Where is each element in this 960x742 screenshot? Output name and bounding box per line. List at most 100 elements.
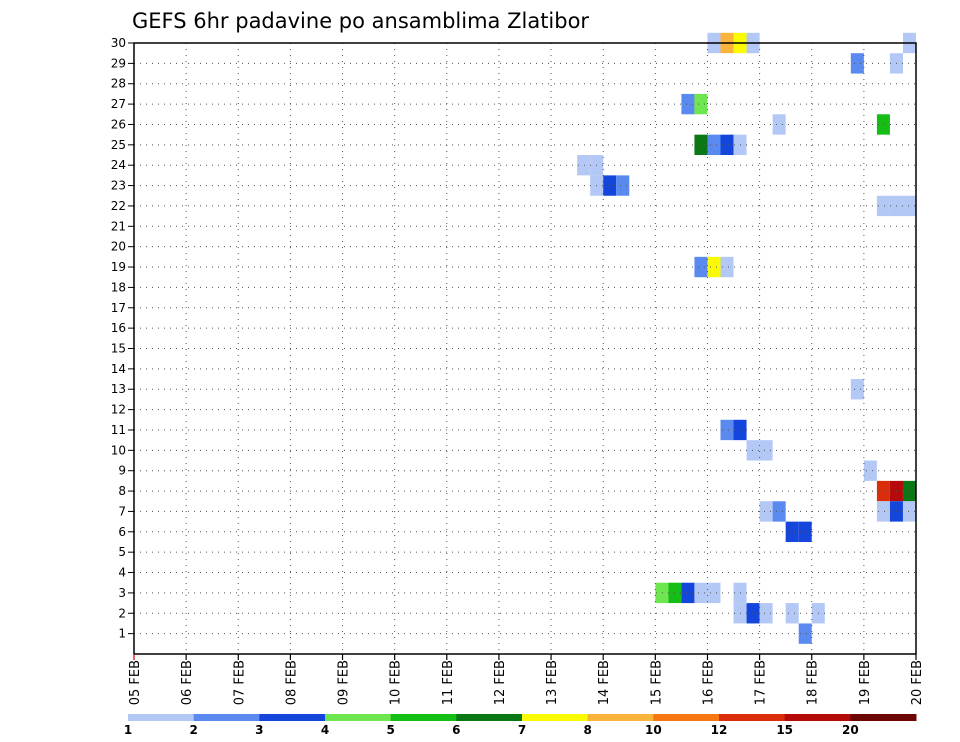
y-tick-label: 5: [118, 545, 126, 559]
y-tick-label: 26: [111, 117, 126, 131]
precip-cell: [694, 134, 708, 156]
y-tick-label: 7: [118, 504, 126, 518]
y-tick-label: 16: [111, 321, 126, 335]
colorbar-swatch: [259, 714, 326, 721]
colorbar-swatch: [456, 714, 523, 721]
y-tick-label: 8: [118, 484, 126, 498]
precip-cell: [876, 114, 890, 135]
x-tick-label: 18 FEB: [806, 660, 821, 705]
colorbar-swatch: [325, 714, 392, 721]
precip-cell: [850, 379, 864, 400]
x-tick-label: 06 FEB: [180, 660, 195, 705]
colorbar-tick-label: 7: [518, 723, 526, 737]
x-tick-label: 15 FEB: [649, 660, 664, 705]
colorbar-tick-label: 5: [386, 723, 394, 737]
precip-cell: [616, 175, 630, 196]
precip-cell: [603, 175, 617, 196]
y-tick-label: 27: [111, 97, 126, 111]
x-tick-label: 05 FEB: [128, 660, 143, 705]
precip-cell: [707, 582, 721, 604]
y-tick-label: 15: [111, 342, 126, 356]
precip-cell: [720, 256, 734, 278]
y-tick-label: 3: [118, 586, 126, 600]
precip-cell: [902, 501, 916, 522]
precip-cell: [681, 582, 695, 604]
colorbar-swatch: [719, 714, 786, 721]
precip-cell: [759, 440, 773, 461]
x-tick-label: 20 FEB: [910, 660, 925, 705]
x-axis: 05 FEB 06 FEB 07 FEB 08 FEB 09 FEB 10 FEB 11 F…: [128, 654, 925, 705]
y-tick-label: 4: [118, 566, 126, 580]
precip-cell: [902, 195, 916, 217]
precip-cell: [850, 53, 864, 74]
colorbar-swatch: [128, 714, 195, 721]
precip-cell: [759, 501, 773, 522]
colorbar-tick-label: 20: [842, 723, 859, 737]
precip-cell: [694, 93, 708, 115]
y-tick-label: 1: [118, 627, 126, 641]
x-tick-label: 10 FEB: [389, 660, 404, 705]
precip-cell: [785, 521, 799, 542]
precip-cell: [863, 460, 877, 481]
y-tick-label: 14: [111, 362, 126, 376]
colorbar-tick-label: 3: [255, 723, 263, 737]
colorbar-swatch: [587, 714, 654, 721]
precip-cell: [772, 114, 786, 135]
precip-cell: [772, 501, 786, 522]
colorbar-tick-label: 10: [645, 723, 662, 737]
chart-title: GEFS 6hr padavine po ansamblima Zlatibor: [132, 9, 589, 33]
precip-cell: [746, 440, 760, 461]
grid-lines: [134, 42, 916, 654]
y-tick-label: 25: [111, 138, 126, 152]
precip-cell: [798, 521, 812, 542]
y-tick-label: 23: [111, 179, 126, 193]
precip-cell: [759, 603, 773, 624]
y-tick-label: 21: [111, 219, 126, 233]
precip-cell: [707, 256, 721, 278]
y-tick-label: 29: [111, 56, 126, 70]
colorbar-tick-label: 2: [189, 723, 197, 737]
colorbar-tick-label: 8: [583, 723, 591, 737]
colorbar-tick-label: 6: [452, 723, 460, 737]
y-axis: 1234567891011121314151617181920212223242…: [111, 36, 134, 641]
precip-cell: [694, 256, 708, 278]
precip-cell: [655, 582, 669, 604]
x-tick-label: 19 FEB: [858, 660, 873, 705]
precip-cell: [798, 623, 812, 644]
y-tick-label: 10: [111, 443, 126, 457]
colorbar: 1 2 3 4 5 6 7 8 10 12 15 20: [124, 714, 917, 737]
colorbar-tick-label: 12: [711, 723, 728, 737]
precip-cell: [694, 582, 708, 604]
precip-cell: [707, 134, 721, 156]
precip-cell: [720, 134, 734, 156]
colorbar-tick-label: 4: [321, 723, 329, 737]
y-tick-label: 20: [111, 240, 126, 254]
y-tick-label: 24: [111, 158, 126, 172]
y-tick-label: 28: [111, 77, 126, 91]
colorbar-swatch: [390, 714, 457, 721]
precip-cell: [577, 155, 591, 176]
colorbar-tick-label: 1: [124, 723, 132, 737]
y-tick-label: 11: [111, 423, 126, 437]
y-tick-label: 30: [111, 36, 126, 50]
colorbar-swatch: [193, 714, 260, 721]
x-tick-label: 12 FEB: [493, 660, 508, 705]
x-tick-label: 11 FEB: [441, 660, 456, 705]
colorbar-swatch: [850, 714, 917, 721]
y-tick-label: 19: [111, 260, 126, 274]
precip-cell: [785, 603, 799, 624]
colorbar-swatch: [784, 714, 851, 721]
x-tick-label: 17 FEB: [754, 660, 769, 705]
x-tick-label: 16 FEB: [701, 660, 716, 705]
precip-cell: [876, 195, 890, 217]
y-tick-label: 13: [111, 382, 126, 396]
x-tick-label: 09 FEB: [337, 660, 352, 705]
precip-cell: [902, 480, 916, 502]
precip-cell: [876, 501, 890, 522]
y-tick-label: 22: [111, 199, 126, 213]
precip-cell: [720, 419, 734, 441]
y-tick-label: 2: [118, 606, 126, 620]
precip-cell: [876, 480, 890, 502]
precip-cell: [746, 603, 760, 624]
